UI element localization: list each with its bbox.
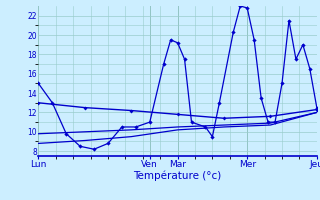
X-axis label: Température (°c): Température (°c) <box>133 171 222 181</box>
